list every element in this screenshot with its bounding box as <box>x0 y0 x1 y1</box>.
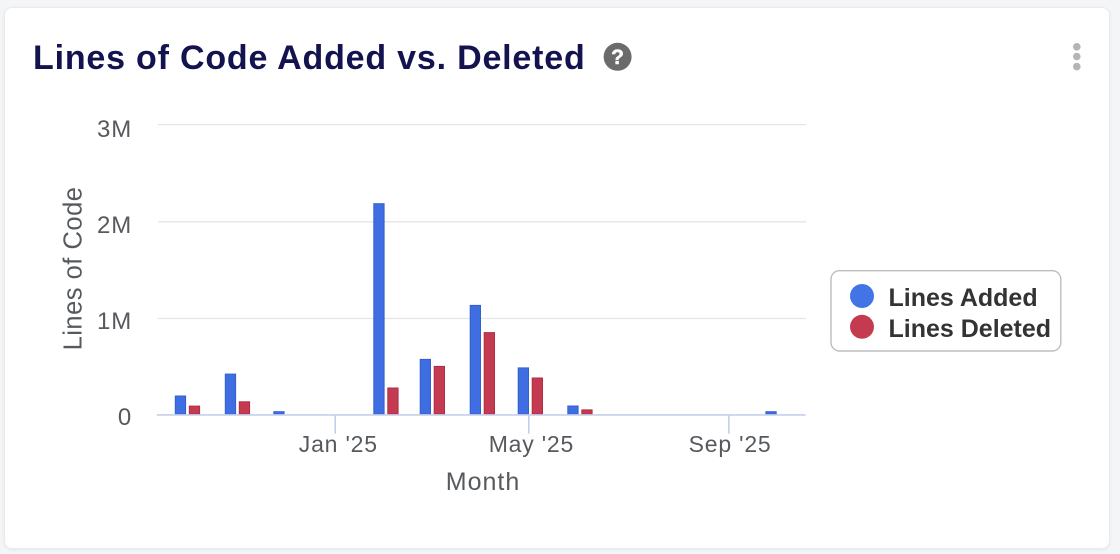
svg-text:1M: 1M <box>97 308 132 335</box>
svg-text:Month: Month <box>446 468 520 496</box>
svg-text:Sep '25: Sep '25 <box>689 431 772 457</box>
svg-text:Lines Deleted: Lines Deleted <box>889 315 1052 343</box>
svg-text:Lines Added: Lines Added <box>889 284 1038 312</box>
svg-text:May '25: May '25 <box>489 431 574 457</box>
svg-text:2M: 2M <box>97 212 132 239</box>
svg-text:0: 0 <box>118 404 132 431</box>
svg-text:Jan '25: Jan '25 <box>299 431 378 457</box>
svg-text:Lines of Code: Lines of Code <box>60 187 88 351</box>
svg-text:Lines of Code Added vs. Delete: Lines of Code Added vs. Deleted <box>33 39 586 77</box>
svg-text:?: ? <box>611 46 624 69</box>
svg-text:3M: 3M <box>97 116 132 143</box>
